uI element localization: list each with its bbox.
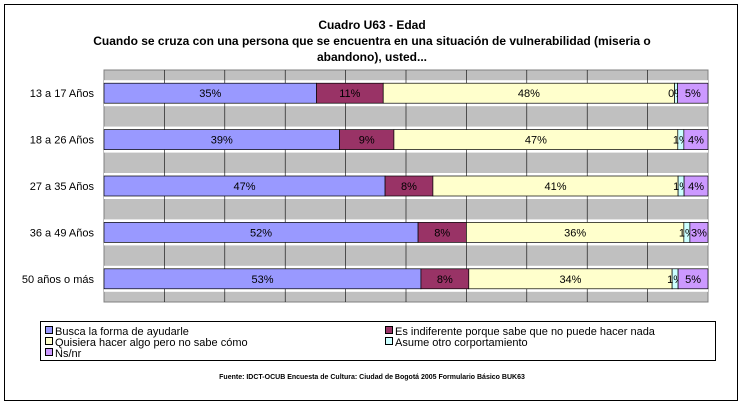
data-label: 41% (544, 181, 566, 193)
data-label: 52% (250, 227, 272, 239)
legend-label-busca: Busca la forma de ayudarle (55, 326, 189, 338)
legend-swatch-nsnr (45, 348, 53, 356)
legend-label-asume: Asume otro corportamiento (395, 337, 528, 349)
legend-item-asume: Asume otro corportamiento (385, 337, 528, 349)
bar-segment (683, 175, 709, 197)
category-label: 50 años o más (22, 274, 95, 286)
category-label: 36 a 49 Años (30, 227, 95, 239)
data-label: 39% (211, 135, 233, 147)
bar-segment (689, 222, 709, 243)
legend-swatch-asume (385, 337, 393, 345)
data-label: 4% (688, 135, 704, 147)
data-label: 34% (559, 274, 581, 286)
data-label: 9% (359, 135, 375, 147)
chart-subtitle-line-1: Cuando se cruza con una persona que se e… (93, 34, 651, 48)
data-label: 47% (234, 181, 256, 193)
legend-item-quisiera: Quisiera hacer algo pero no sabe cómo (45, 337, 248, 349)
data-label: 5% (685, 88, 701, 100)
chart-title: Cuadro U63 - Edad (318, 18, 426, 32)
bar-segment (677, 82, 709, 104)
category-label: 13 a 17 Años (30, 88, 95, 100)
data-label: 47% (525, 135, 547, 147)
data-label: 8% (434, 227, 450, 239)
bar-segment (683, 129, 709, 150)
legend-label-nsnr: Ns/nr (55, 348, 82, 360)
legend-label-quisiera: Quisiera hacer algo pero no sabe cómo (55, 337, 248, 349)
data-label: 4% (688, 181, 704, 193)
source-note: Fuente: IDCT-OCUB Encuesta de Cultura: C… (219, 374, 525, 381)
data-label: 8% (401, 181, 417, 193)
legend-item-indiferente: Es indiferente porque sabe que no puede … (385, 326, 655, 338)
legend-item-busca: Busca la forma de ayudarle (45, 326, 189, 338)
data-label: 48% (518, 88, 540, 100)
chart-subtitle-line-2: abandono), usted... (317, 50, 427, 64)
bar-segment (677, 268, 709, 290)
data-label: 8% (437, 274, 453, 286)
legend-swatch-busca (45, 326, 53, 334)
category-label: 27 a 35 Años (30, 181, 95, 193)
data-label: 53% (251, 274, 273, 286)
legend-label-indiferente: Es indiferente porque sabe que no puede … (395, 326, 655, 338)
legend-swatch-quisiera (45, 337, 53, 345)
chart-legend: Busca la forma de ayudarle Es indiferent… (40, 321, 716, 361)
category-label: 18 a 26 Años (30, 135, 95, 147)
data-label: 35% (199, 88, 221, 100)
legend-swatch-indiferente (385, 326, 393, 334)
legend-item-nsnr: Ns/nr (45, 348, 81, 360)
data-label: 5% (685, 274, 701, 286)
data-label: 36% (564, 227, 586, 239)
data-label: 11% (339, 88, 360, 100)
data-label: 3% (691, 227, 707, 239)
